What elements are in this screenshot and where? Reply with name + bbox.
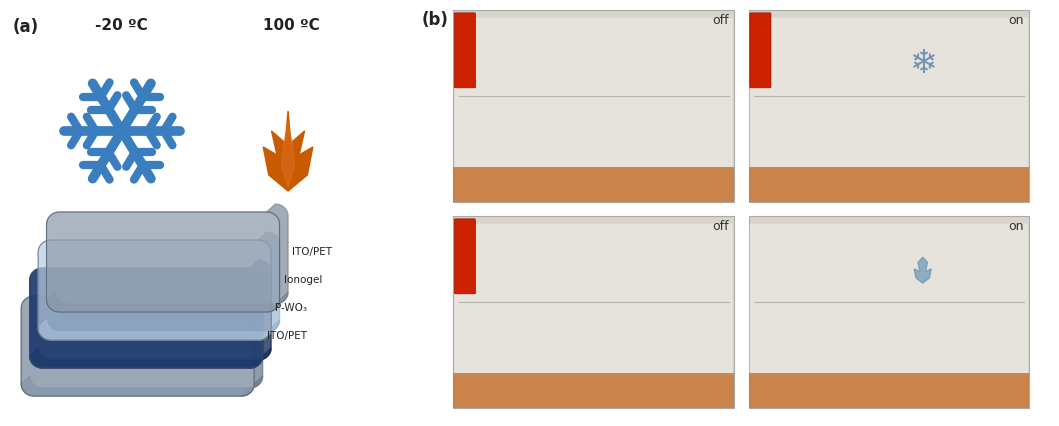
Polygon shape <box>21 376 263 396</box>
FancyBboxPatch shape <box>454 219 475 294</box>
FancyBboxPatch shape <box>453 10 734 202</box>
Polygon shape <box>267 204 288 312</box>
FancyBboxPatch shape <box>750 224 1028 375</box>
Polygon shape <box>30 348 271 368</box>
Text: ITO/PET: ITO/PET <box>267 331 307 341</box>
Text: 100 ºC: 100 ºC <box>263 18 320 33</box>
Text: Ionogel: Ionogel <box>284 275 322 285</box>
FancyBboxPatch shape <box>750 17 1028 170</box>
Polygon shape <box>21 296 254 396</box>
Polygon shape <box>250 260 271 368</box>
Text: ITO/PET: ITO/PET <box>292 247 333 257</box>
Polygon shape <box>241 288 263 396</box>
FancyBboxPatch shape <box>453 216 734 408</box>
Text: P-WO₃: P-WO₃ <box>275 303 307 313</box>
FancyBboxPatch shape <box>454 13 475 88</box>
Polygon shape <box>38 240 271 340</box>
FancyBboxPatch shape <box>453 374 734 408</box>
Polygon shape <box>258 232 280 340</box>
Polygon shape <box>38 320 280 340</box>
FancyBboxPatch shape <box>453 167 734 202</box>
Text: -20 ºC: -20 ºC <box>95 18 148 33</box>
Polygon shape <box>264 111 312 191</box>
Text: (b): (b) <box>421 11 448 29</box>
Polygon shape <box>282 123 294 187</box>
FancyBboxPatch shape <box>454 17 733 170</box>
Polygon shape <box>47 212 280 312</box>
Text: on: on <box>1008 220 1024 233</box>
FancyBboxPatch shape <box>454 224 733 375</box>
Polygon shape <box>30 268 263 368</box>
Text: on: on <box>1008 14 1024 27</box>
Polygon shape <box>914 257 931 283</box>
FancyBboxPatch shape <box>749 167 1029 202</box>
FancyBboxPatch shape <box>749 374 1029 408</box>
FancyBboxPatch shape <box>749 216 1029 408</box>
FancyBboxPatch shape <box>749 10 1029 202</box>
Polygon shape <box>47 292 288 312</box>
Text: (a): (a) <box>13 18 39 36</box>
Text: ❄: ❄ <box>909 47 937 80</box>
FancyBboxPatch shape <box>750 13 771 88</box>
Text: off: off <box>712 14 729 27</box>
Text: off: off <box>712 220 729 233</box>
